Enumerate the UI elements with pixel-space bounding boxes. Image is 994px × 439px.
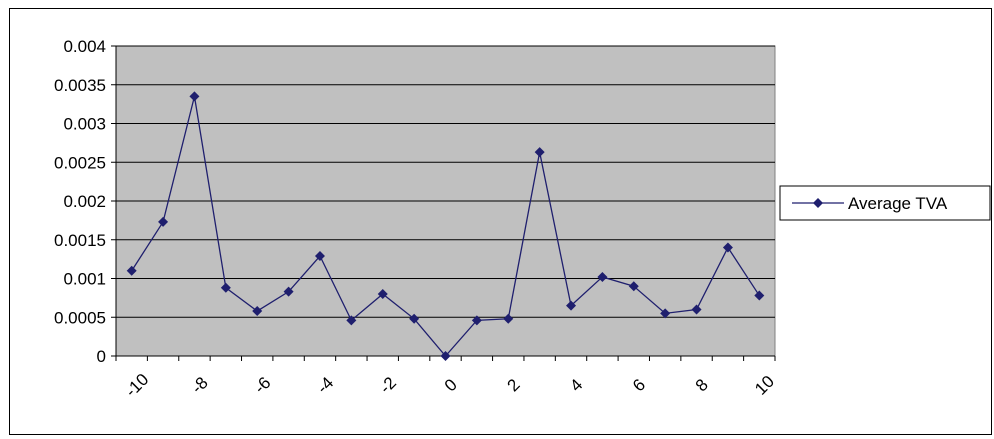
x-tick-label: 8 (692, 375, 712, 395)
x-tick-label: -10 (122, 370, 153, 401)
y-tick-label: 0.004 (63, 37, 106, 56)
legend: Average TVA (780, 186, 990, 220)
y-tick-label: 0.001 (63, 270, 106, 289)
x-tick-label: 2 (503, 375, 523, 395)
y-tick-label: 0.002 (63, 192, 106, 211)
x-tick-label: -6 (250, 373, 274, 397)
x-tick-label: -2 (376, 373, 400, 397)
y-axis-ticks: 0 0.0005 0.001 0.0015 0.002 0.0025 0.003 0.0035… (54, 37, 116, 366)
x-tick-label: -8 (188, 373, 212, 397)
legend-label: Average TVA (848, 194, 948, 213)
x-tick-label: 6 (629, 375, 649, 395)
x-axis-ticks: -10 -8 -6 -4 -2 0 2 4 6 8 10 (116, 356, 778, 401)
y-tick-label: 0 (97, 347, 106, 366)
y-tick-label: 0.0015 (54, 231, 106, 250)
y-tick-label: 0.0035 (54, 76, 106, 95)
y-tick-label: 0.0025 (54, 153, 106, 172)
y-tick-label: 0.003 (63, 115, 106, 134)
x-tick-label: -4 (313, 373, 337, 397)
x-tick-label: 4 (566, 375, 586, 395)
y-tick-label: 0.0005 (54, 308, 106, 327)
x-tick-label: 0 (441, 375, 461, 395)
x-tick-label: 10 (751, 372, 778, 399)
